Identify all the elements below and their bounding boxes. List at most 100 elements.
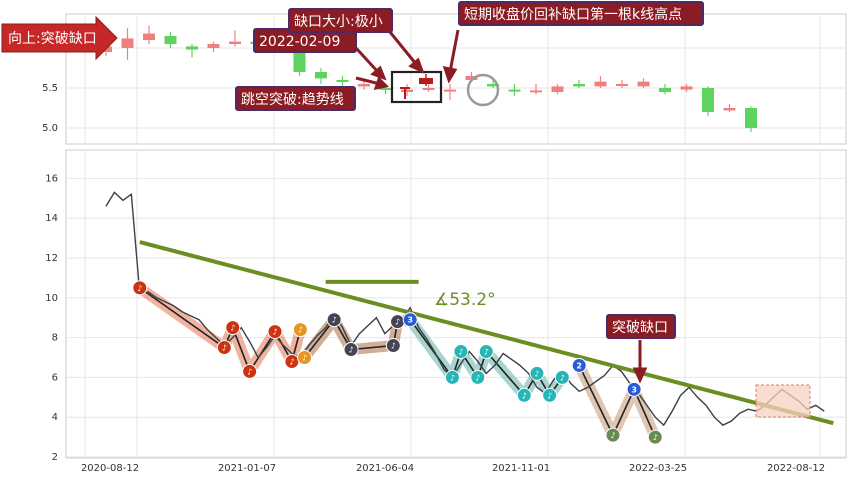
pattern-marker-label: ♪ [302, 354, 307, 363]
pattern-marker [132, 280, 148, 296]
price-y-tick-label: 6 [52, 372, 58, 383]
candle-body [422, 88, 435, 90]
pattern-marker [605, 427, 621, 443]
pattern-marker-label: ♪ [289, 357, 294, 366]
candle-body [379, 88, 392, 90]
price-x-tick-label: 2021-01-07 [218, 463, 276, 474]
candle-body [680, 86, 693, 90]
pattern-marker-label: ♪ [272, 328, 277, 337]
candle-body [186, 46, 198, 50]
breakout-banner: 向上:突破缺口 [1, 15, 118, 61]
pattern-marker [326, 312, 342, 328]
pattern-marker [626, 381, 642, 397]
pattern-marker [478, 344, 494, 360]
candle-body [659, 88, 671, 92]
candle-body [573, 84, 585, 87]
pattern-marker [242, 363, 258, 379]
callout-breakout-gap-text: 突破缺口 [612, 320, 668, 336]
callout-trend-break-text: 跳空突破:趋势线 [241, 92, 344, 108]
pattern-marker-label: ♪ [137, 284, 142, 293]
pattern-marker-label: 3 [631, 385, 637, 394]
candle-body [336, 80, 349, 82]
highlight-zone [755, 384, 811, 418]
price-y-axis: 2 4 6 8 10 12 14 16 [45, 173, 58, 463]
candle-body [358, 84, 370, 87]
price-x-tick-label: 2021-11-01 [492, 463, 550, 474]
trend-angle-label: ∡53.2° [434, 290, 496, 310]
callout-date-text: 2022-02-09 [259, 34, 340, 50]
trend-line [139, 240, 834, 426]
pattern-marker [470, 369, 486, 385]
price-y-tick-label: 4 [52, 412, 58, 423]
pattern-marker [571, 357, 587, 373]
price-y-tick-label: 12 [45, 253, 58, 264]
callout-arrows [354, 29, 648, 384]
pattern-marker-label: ♪ [395, 318, 400, 327]
pattern-marker-label: ♪ [610, 431, 615, 440]
pattern-marker-label: ♪ [475, 373, 480, 382]
gap-box [390, 70, 443, 104]
price-x-tick-label: 2020-08-12 [81, 463, 139, 474]
candle-body [594, 81, 607, 87]
candle-body [530, 90, 542, 93]
price-x-tick-label: 2021-06-04 [356, 463, 414, 474]
pattern-marker [444, 369, 460, 385]
pattern-marker [216, 340, 232, 356]
pattern-marker-label: ♪ [332, 316, 337, 325]
callout-trend-break: 跳空突破:趋势线 [235, 86, 356, 111]
candle-body [293, 52, 306, 72]
candle-body [487, 84, 499, 87]
callout-gap-fill-text: 短期收盘价回补缺口第一根k线高点 [464, 6, 682, 23]
pattern-marker-label: ♪ [484, 348, 489, 357]
pattern-marker-label: ♪ [348, 346, 353, 355]
pattern-marker [516, 387, 532, 403]
callout-gap-size: 缺口大小:极小 [288, 8, 393, 33]
pattern-marker [297, 350, 313, 365]
pattern-marker-label: 2 [576, 361, 582, 370]
candle-body [723, 108, 736, 111]
price-y-tick-label: 14 [45, 213, 58, 224]
trendline-layer [139, 240, 834, 426]
price-x-tick-label: 2022-08-12 [767, 463, 825, 474]
callout-gap-fill: 短期收盘价回补缺口第一根k线高点 [458, 1, 704, 26]
candle-body [551, 86, 564, 92]
pattern-marker [453, 344, 469, 360]
price-x-tick-label: 2022-03-25 [629, 463, 687, 474]
pattern-marker-label: ♪ [653, 433, 658, 442]
pattern-marker-label: ♪ [547, 391, 552, 400]
candle-body [143, 33, 155, 40]
price-y-tick-label: 16 [45, 173, 58, 184]
pattern-marker-label: ♪ [560, 373, 565, 382]
pattern-markers: ♪ ♪ ♪ ♪ ♪ ♪ ♪ ♪ ♪ ♪ ♪ ♪ 3 ♪ ♪ ♪ ♪ ♪ ♪ ♪ ♪ 2 ♪ 3 ♪ [132, 280, 663, 445]
candle-body [508, 89, 521, 92]
pattern-marker [647, 429, 663, 445]
pattern-marker-label: ♪ [230, 324, 235, 333]
pattern-marker-label: ♪ [391, 342, 396, 351]
pattern-marker-label: ♪ [458, 348, 463, 357]
pattern-marker-label: 3 [407, 316, 413, 325]
top-y-tick-label: 5.0 [42, 123, 58, 134]
pattern-marker [343, 342, 359, 358]
gap-fill-circle [466, 73, 500, 107]
price-y-tick-label: 10 [45, 293, 58, 304]
candlestick-y-axis: 5.05.56.0 [42, 43, 58, 134]
callout-gap-size-text: 缺口大小:极小 [294, 14, 383, 30]
pattern-marker-label: ♪ [450, 373, 455, 382]
price-x-axis: 2020-08-12 2021-01-07 2021-06-04 2021-11-01… [81, 463, 825, 474]
pattern-marker [542, 387, 558, 403]
pattern-marker [267, 324, 283, 340]
banner-label: 向上:突破缺口 [8, 31, 97, 47]
pattern-marker-label: ♪ [534, 369, 539, 378]
pattern-marker [529, 365, 545, 381]
candle-body [164, 36, 177, 44]
pattern-marker [402, 312, 418, 328]
pattern-marker-label: ♪ [247, 367, 252, 376]
candle-body [121, 38, 134, 48]
pattern-marker-label: ♪ [522, 391, 527, 400]
candle-body [702, 88, 714, 112]
candle-body [745, 108, 757, 128]
pattern-marker [554, 369, 570, 385]
candle-body [315, 72, 327, 79]
pattern-marker-label: ♪ [222, 344, 227, 353]
